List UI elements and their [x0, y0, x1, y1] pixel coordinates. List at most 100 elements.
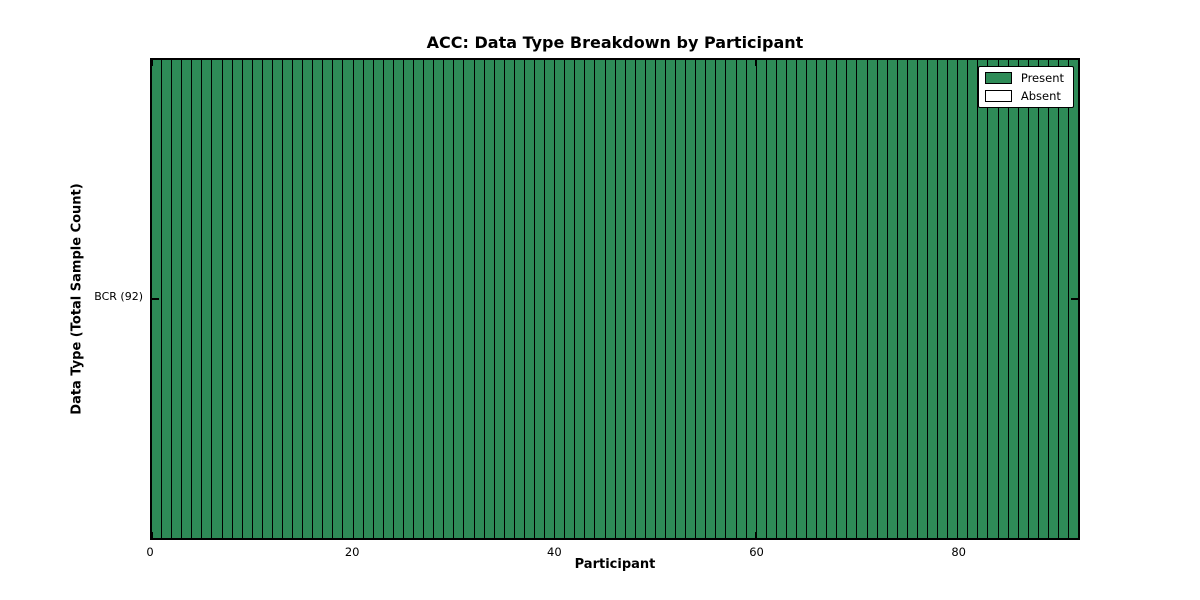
participant-cell	[555, 60, 566, 538]
participant-cell	[524, 60, 535, 538]
participant-cell	[212, 60, 223, 538]
x-axis-label: Participant	[574, 557, 656, 572]
participant-cell	[313, 60, 324, 538]
x-tick-mark	[352, 60, 354, 66]
participant-cell	[393, 60, 404, 538]
participant-cell	[323, 60, 334, 538]
participant-cell	[303, 60, 314, 538]
chart-title: ACC: Data Type Breakdown by Participant	[426, 33, 804, 52]
participant-cell	[464, 60, 475, 538]
legend-label-present: Present	[1020, 71, 1064, 85]
x-tick-mark	[554, 60, 556, 66]
y-tick-label: BCR (92)	[94, 290, 143, 303]
participant-cell	[625, 60, 636, 538]
participant-cell	[817, 60, 828, 538]
participant-cell	[676, 60, 687, 538]
x-tick-mark	[956, 532, 958, 538]
participant-cell	[504, 60, 515, 538]
participant-cell	[424, 60, 435, 538]
x-tick-label: 40	[547, 545, 562, 559]
absent-swatch-icon	[984, 90, 1012, 102]
participant-cell	[978, 60, 989, 538]
participant-cell	[1018, 60, 1029, 538]
participant-cell	[948, 60, 959, 538]
participant-cell	[776, 60, 787, 538]
x-tick-label: 80	[951, 545, 967, 559]
participant-cell	[353, 60, 364, 538]
participant-cell	[897, 60, 908, 538]
participant-cell	[706, 60, 717, 538]
x-tick-label: 60	[749, 545, 764, 559]
participant-cell	[696, 60, 707, 538]
legend-entry-absent: Absent	[984, 89, 1064, 103]
participant-cell	[534, 60, 546, 538]
participant-cell	[272, 60, 284, 538]
participant-cell	[192, 60, 203, 538]
x-tick-label: 0	[146, 545, 154, 559]
participant-cell	[726, 60, 737, 538]
participant-cell	[484, 60, 495, 538]
participant-cell	[867, 60, 878, 538]
x-tick-mark	[352, 532, 354, 538]
participant-cell	[293, 60, 304, 538]
participant-cell	[756, 60, 767, 538]
participant-cell	[917, 60, 929, 538]
participant-cell	[797, 60, 808, 538]
participant-cell	[202, 60, 213, 538]
participant-cell	[786, 60, 797, 538]
participant-cell	[162, 60, 173, 538]
legend-entry-present: Present	[984, 71, 1064, 85]
participant-cell	[907, 60, 918, 538]
participant-cell	[1059, 60, 1070, 538]
participant-cell	[545, 60, 556, 538]
participant-cell	[414, 60, 425, 538]
participant-cell	[222, 60, 233, 538]
participant-cell	[827, 60, 838, 538]
participant-cell	[635, 60, 646, 538]
participant-cell	[373, 60, 384, 538]
x-tick-mark	[151, 60, 153, 66]
participant-cell	[1028, 60, 1039, 538]
participant-cell	[928, 60, 939, 538]
participant-cell	[242, 60, 253, 538]
participant-cell	[514, 60, 525, 538]
participant-cell	[877, 60, 888, 538]
participant-cell	[182, 60, 193, 538]
participant-cell	[172, 60, 183, 538]
participant-cell	[252, 60, 263, 538]
participant-cell	[938, 60, 949, 538]
participant-cell	[887, 60, 898, 538]
x-tick-label: 20	[344, 545, 360, 559]
participant-cell	[736, 60, 747, 538]
participant-cell	[837, 60, 848, 538]
participant-cell	[444, 60, 455, 538]
y-tick-mark	[152, 298, 159, 300]
x-tick-mark	[554, 532, 556, 538]
participant-cell	[262, 60, 273, 538]
participant-cell	[434, 60, 445, 538]
participant-cell	[474, 60, 485, 538]
participant-cell	[403, 60, 415, 538]
participant-cell	[665, 60, 677, 538]
participant-cell	[766, 60, 777, 538]
x-tick-labels: 0 20 40 60 80	[146, 545, 1080, 561]
participant-cell	[605, 60, 616, 538]
participant-cell	[998, 60, 1009, 538]
x-tick-mark	[755, 532, 757, 538]
y-tick-mark	[1071, 298, 1078, 300]
participant-cell	[494, 60, 505, 538]
participant-cell	[968, 60, 979, 538]
participant-cell	[857, 60, 868, 538]
participant-cell	[595, 60, 606, 538]
legend: Present Absent	[977, 66, 1074, 108]
participant-cell	[585, 60, 596, 538]
participant-cell	[565, 60, 576, 538]
present-swatch-icon	[984, 72, 1012, 84]
cells-container	[152, 60, 1079, 538]
participant-cell	[686, 60, 697, 538]
participant-cell	[363, 60, 374, 538]
participant-cell	[988, 60, 999, 538]
x-tick-mark	[956, 60, 958, 66]
participant-cell	[1048, 60, 1060, 538]
